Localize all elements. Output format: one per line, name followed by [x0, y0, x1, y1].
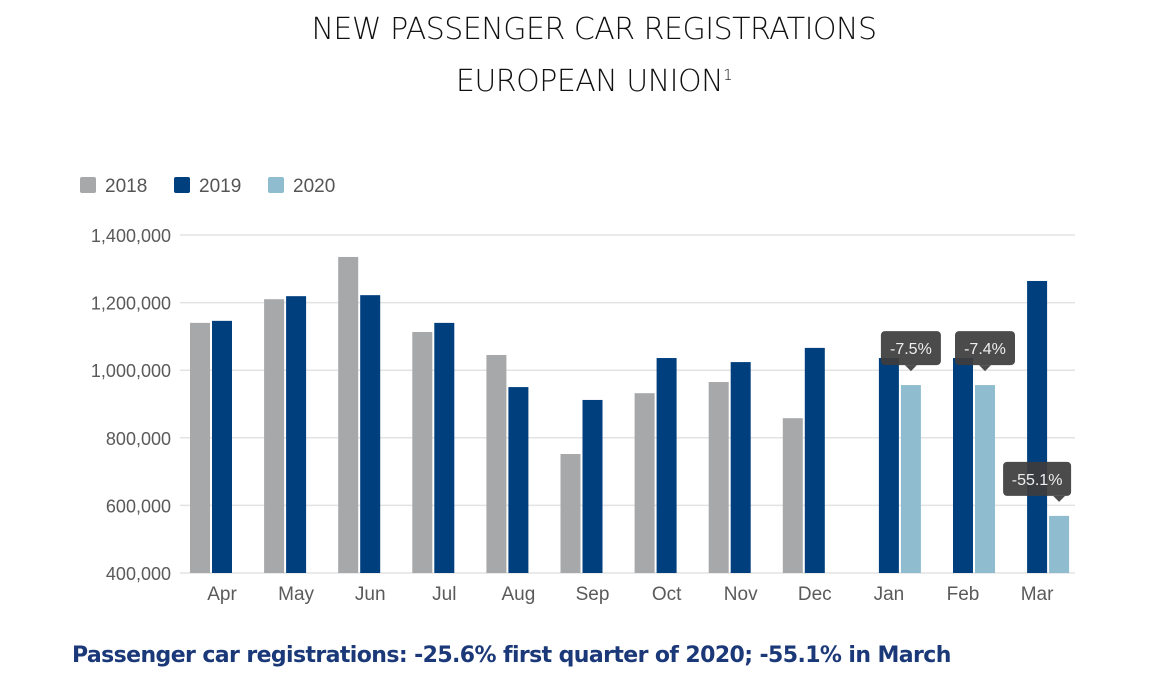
bar-2018-aug: [486, 354, 507, 573]
x-tick-label: Mar: [1021, 584, 1054, 605]
bar-2019-feb: [953, 358, 973, 573]
annotation-label: -55.1%: [1012, 472, 1063, 489]
bar-2018-may: [264, 299, 285, 573]
x-tick-label: Apr: [207, 584, 237, 605]
bar-2018-apr: [190, 322, 210, 573]
x-tick-label: Oct: [652, 584, 682, 605]
y-tick-label: 1,200,000: [91, 294, 171, 314]
x-tick-label: Sep: [576, 584, 610, 605]
x-axis: Apr May Jun Jul Aug Sep Oct Nov Dec Jan Feb Mar: [207, 584, 1054, 605]
bar-2019-apr: [212, 320, 232, 573]
title-text-1: NEW PASSENGER CAR REGISTRATIONS: [311, 12, 877, 47]
y-tick-label: 800,000: [106, 429, 171, 449]
bar-2019-mar: [1027, 280, 1048, 573]
y-axis: 400,000 600,000 800,000 1,000,000 1,200,000 1…: [91, 226, 171, 584]
bar-2020-mar: [1049, 515, 1070, 573]
chart-title-line1: NEW PASSENGER CAR REGISTRATIONS: [0, 12, 1170, 47]
bar-2019-dec: [804, 347, 825, 573]
bar-2019-nov: [730, 362, 751, 573]
chart-subtitle: Passenger car registrations: -25.6% firs…: [72, 643, 951, 668]
title-footnote: 1: [723, 66, 733, 84]
x-tick-label: May: [278, 584, 314, 605]
annotation-pointer: [1053, 495, 1066, 502]
legend-label-2020: 2020: [293, 176, 335, 197]
bar-2018-dec: [782, 418, 803, 573]
annotation-box: [1003, 461, 1072, 496]
x-tick-label: Aug: [501, 584, 535, 605]
legend-label-2019: 2019: [199, 176, 241, 197]
bars: [190, 256, 1070, 573]
bar-2018-nov: [708, 382, 729, 573]
annotation-box: [955, 331, 1015, 366]
y-tick-label: 1,000,000: [91, 361, 171, 381]
x-tick-label: Nov: [724, 584, 758, 605]
annotation-box: [880, 331, 941, 366]
legend-swatch-2020: [268, 177, 284, 193]
legend-label-2018: 2018: [105, 176, 147, 197]
annotation-mar: -55.1%: [1003, 461, 1072, 502]
legend: 2018 2019 2020: [80, 176, 335, 197]
annotation-label: -7.4%: [964, 341, 1006, 358]
x-tick-label: Feb: [947, 584, 980, 605]
bar-2020-jan: [900, 385, 921, 573]
x-tick-label: Jun: [355, 584, 386, 605]
bar-2018-oct: [634, 393, 655, 573]
legend-swatch-2018: [80, 177, 96, 193]
bar-2019-jan: [878, 358, 899, 573]
bar-2019-jun: [360, 295, 381, 573]
bar-2018-jun: [338, 256, 359, 573]
legend-swatch-2019: [174, 177, 190, 193]
annotation-pointer: [904, 365, 917, 372]
y-tick-label: 1,400,000: [91, 226, 171, 246]
bar-2019-oct: [656, 358, 677, 573]
annotation-jan: -7.5%: [880, 331, 941, 372]
x-tick-label: Dec: [798, 584, 832, 605]
bar-2019-may: [286, 296, 307, 573]
annotations: -7.5% -7.4% -55.1%: [880, 331, 1072, 502]
annotation-pointer: [979, 365, 991, 372]
annotation-feb: -7.4%: [955, 331, 1015, 372]
gridlines: [180, 234, 1075, 574]
bar-2018-jul: [412, 332, 433, 573]
bar-2018-sep: [560, 454, 581, 573]
title-text-2: EUROPEAN UNION: [455, 64, 724, 99]
bar-2019-jul: [434, 322, 455, 573]
y-tick-label: 400,000: [106, 564, 171, 584]
annotation-label: -7.5%: [890, 341, 932, 358]
bar-2019-aug: [508, 387, 529, 573]
chart-title-line2: EUROPEAN UNION1: [0, 64, 1170, 99]
y-tick-label: 600,000: [106, 496, 171, 516]
bar-2019-sep: [582, 399, 603, 573]
x-tick-label: Jan: [874, 584, 905, 605]
x-tick-label: Jul: [432, 584, 456, 605]
bar-2020-feb: [975, 385, 995, 573]
